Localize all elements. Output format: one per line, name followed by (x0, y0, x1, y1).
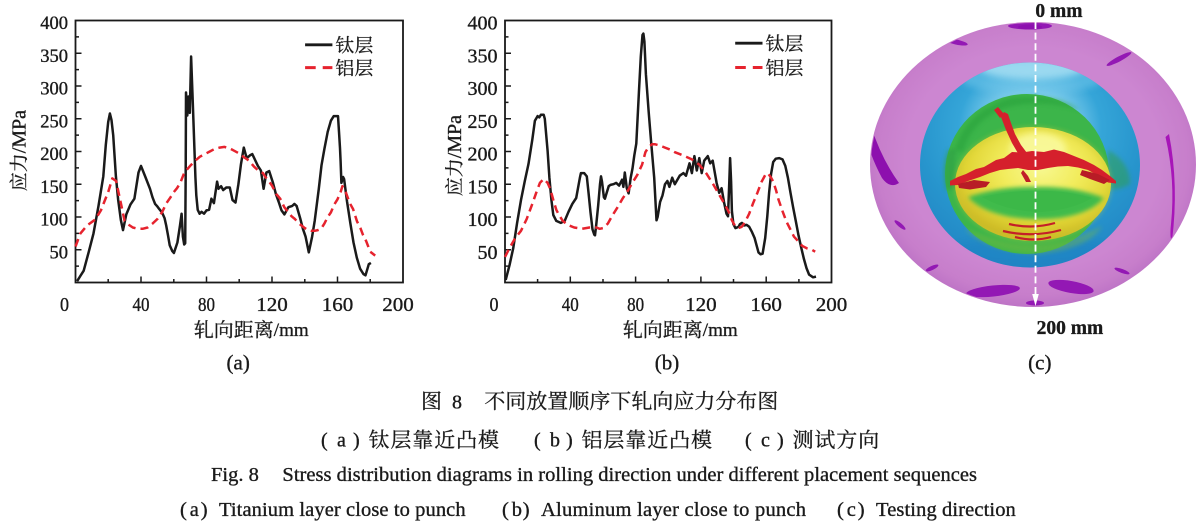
svg-text:40: 40 (133, 294, 150, 316)
svg-text:c: c (761, 430, 770, 452)
svg-text:b: b (550, 430, 560, 452)
svg-text:a: a (337, 430, 346, 452)
svg-text:200: 200 (382, 294, 414, 316)
svg-text:100: 100 (40, 211, 68, 231)
svg-text:Stress distribution diagrams i: Stress distribution diagrams in rolling … (282, 464, 977, 486)
svg-text:100: 100 (468, 209, 498, 231)
svg-text:200: 200 (40, 145, 68, 165)
svg-text:a: a (190, 499, 199, 521)
svg-text:250: 250 (40, 112, 68, 132)
svg-text:0 mm: 0 mm (1035, 1, 1082, 22)
svg-text:250: 250 (468, 111, 498, 133)
svg-text:b: b (512, 499, 522, 521)
svg-text:50: 50 (50, 243, 69, 263)
svg-text:(: ( (321, 430, 328, 452)
svg-text:300: 300 (468, 78, 498, 100)
svg-text:0: 0 (490, 294, 499, 316)
svg-text:(a): (a) (227, 350, 250, 374)
svg-text:): ) (201, 499, 208, 521)
svg-text:400: 400 (468, 13, 498, 35)
svg-text:80: 80 (627, 294, 644, 316)
svg-text:0: 0 (60, 294, 69, 316)
svg-text:Aluminum layer close to punch: Aluminum layer close to punch (541, 499, 806, 521)
svg-text:/mm: /mm (274, 320, 309, 341)
svg-text:80: 80 (198, 294, 215, 316)
svg-text:(: ( (837, 499, 844, 521)
svg-text:/MPa: /MPa (444, 115, 466, 158)
svg-text:160: 160 (322, 294, 354, 316)
svg-text:120: 120 (685, 294, 717, 316)
svg-text:): ) (858, 499, 865, 521)
svg-text:Titanium layer close to punch: Titanium layer close to punch (219, 499, 466, 521)
svg-text:200: 200 (468, 144, 498, 166)
svg-text:Fig. 8: Fig. 8 (211, 464, 259, 486)
svg-text:150: 150 (468, 176, 498, 198)
svg-text:): ) (353, 430, 360, 452)
svg-text:(: ( (534, 430, 541, 452)
svg-text:(: ( (180, 499, 187, 521)
svg-text:300: 300 (40, 80, 68, 100)
svg-text:(b): (b) (655, 350, 680, 374)
svg-text:50: 50 (478, 242, 498, 264)
svg-text:): ) (566, 430, 573, 452)
svg-text:(c): (c) (1028, 350, 1051, 374)
svg-text:(: ( (745, 430, 752, 452)
svg-text:200: 200 (816, 294, 848, 316)
svg-text:350: 350 (40, 47, 68, 67)
svg-text:200 mm: 200 mm (1037, 318, 1104, 339)
svg-text:160: 160 (750, 294, 782, 316)
svg-text:): ) (523, 499, 530, 521)
svg-text:c: c (847, 499, 856, 521)
svg-text:): ) (777, 430, 784, 452)
svg-text:350: 350 (468, 46, 498, 68)
svg-text:Testing direction: Testing direction (876, 499, 1016, 521)
svg-text:(: ( (502, 499, 509, 521)
svg-text:/mm: /mm (703, 320, 738, 341)
svg-text:400: 400 (40, 14, 68, 34)
svg-text:40: 40 (562, 294, 579, 316)
svg-text:/MPa: /MPa (9, 110, 31, 153)
svg-text:120: 120 (256, 294, 288, 316)
svg-text:150: 150 (40, 178, 68, 198)
svg-text:8: 8 (452, 392, 462, 414)
